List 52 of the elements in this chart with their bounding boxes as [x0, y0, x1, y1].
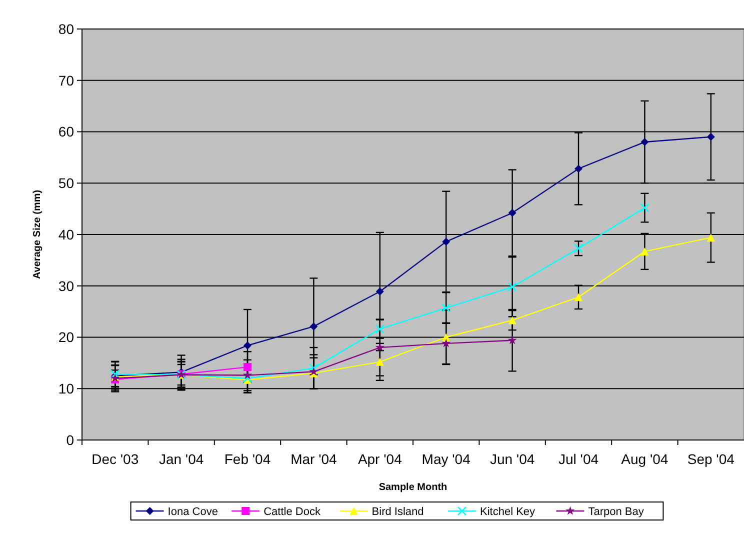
- point: [309, 363, 318, 373]
- point: [574, 293, 582, 302]
- point: [376, 358, 384, 366]
- y-tick-label: 50: [58, 175, 74, 192]
- y-tick-label: 80: [58, 20, 74, 37]
- y-tick-label: 60: [58, 124, 74, 140]
- x-tick-label: Dec '03: [92, 451, 139, 467]
- point: [442, 338, 451, 348]
- point: [706, 234, 715, 242]
- x-tick-label: Sep '04: [687, 451, 735, 467]
- y-tick-label: 30: [58, 278, 74, 294]
- point: [375, 324, 385, 334]
- point: [574, 164, 582, 173]
- x-tick-label: Jul '04: [558, 451, 599, 467]
- point: [442, 333, 450, 342]
- point: [508, 208, 516, 217]
- point: [640, 247, 649, 256]
- point: [442, 238, 450, 246]
- point: [310, 322, 318, 330]
- point: [706, 132, 715, 141]
- point: [376, 288, 384, 296]
- y-tick-label: 10: [58, 380, 74, 397]
- point: [508, 316, 516, 324]
- point: [508, 282, 517, 292]
- point: [508, 336, 517, 344]
- legend-label: Tarpon Bay: [588, 506, 644, 518]
- x-tick-label: Jun '04: [490, 451, 535, 467]
- x-tick-label: Apr '04: [358, 451, 402, 467]
- legend-label: Iona Cove: [168, 506, 218, 518]
- x-tick-label: Aug '04: [621, 451, 668, 467]
- legend-label: Cattle Dock: [264, 506, 321, 518]
- point: [574, 244, 584, 254]
- point: [375, 342, 384, 352]
- point: [640, 138, 649, 146]
- y-tick-label: 0: [66, 432, 74, 448]
- x-tick-label: Feb '04: [224, 451, 271, 467]
- x-tick-label: Mar '04: [290, 451, 338, 467]
- point: [242, 370, 252, 380]
- y-tick-label: 40: [58, 226, 74, 242]
- legend-label: Bird Island: [372, 506, 424, 518]
- y-tick-label: 20: [58, 329, 74, 346]
- legend-label: Kitchel Key: [480, 506, 536, 518]
- x-axis-title: Sample Month: [378, 482, 448, 493]
- point: [309, 366, 318, 376]
- y-axis-title: Average Size (mm): [32, 190, 43, 280]
- point: [244, 363, 252, 372]
- point: [640, 203, 650, 212]
- x-tick-label: May '04: [422, 451, 471, 467]
- point: [244, 341, 252, 350]
- x-tick-label: Jan '04: [158, 451, 204, 467]
- y-tick-label: 70: [58, 72, 74, 88]
- point: [441, 303, 451, 313]
